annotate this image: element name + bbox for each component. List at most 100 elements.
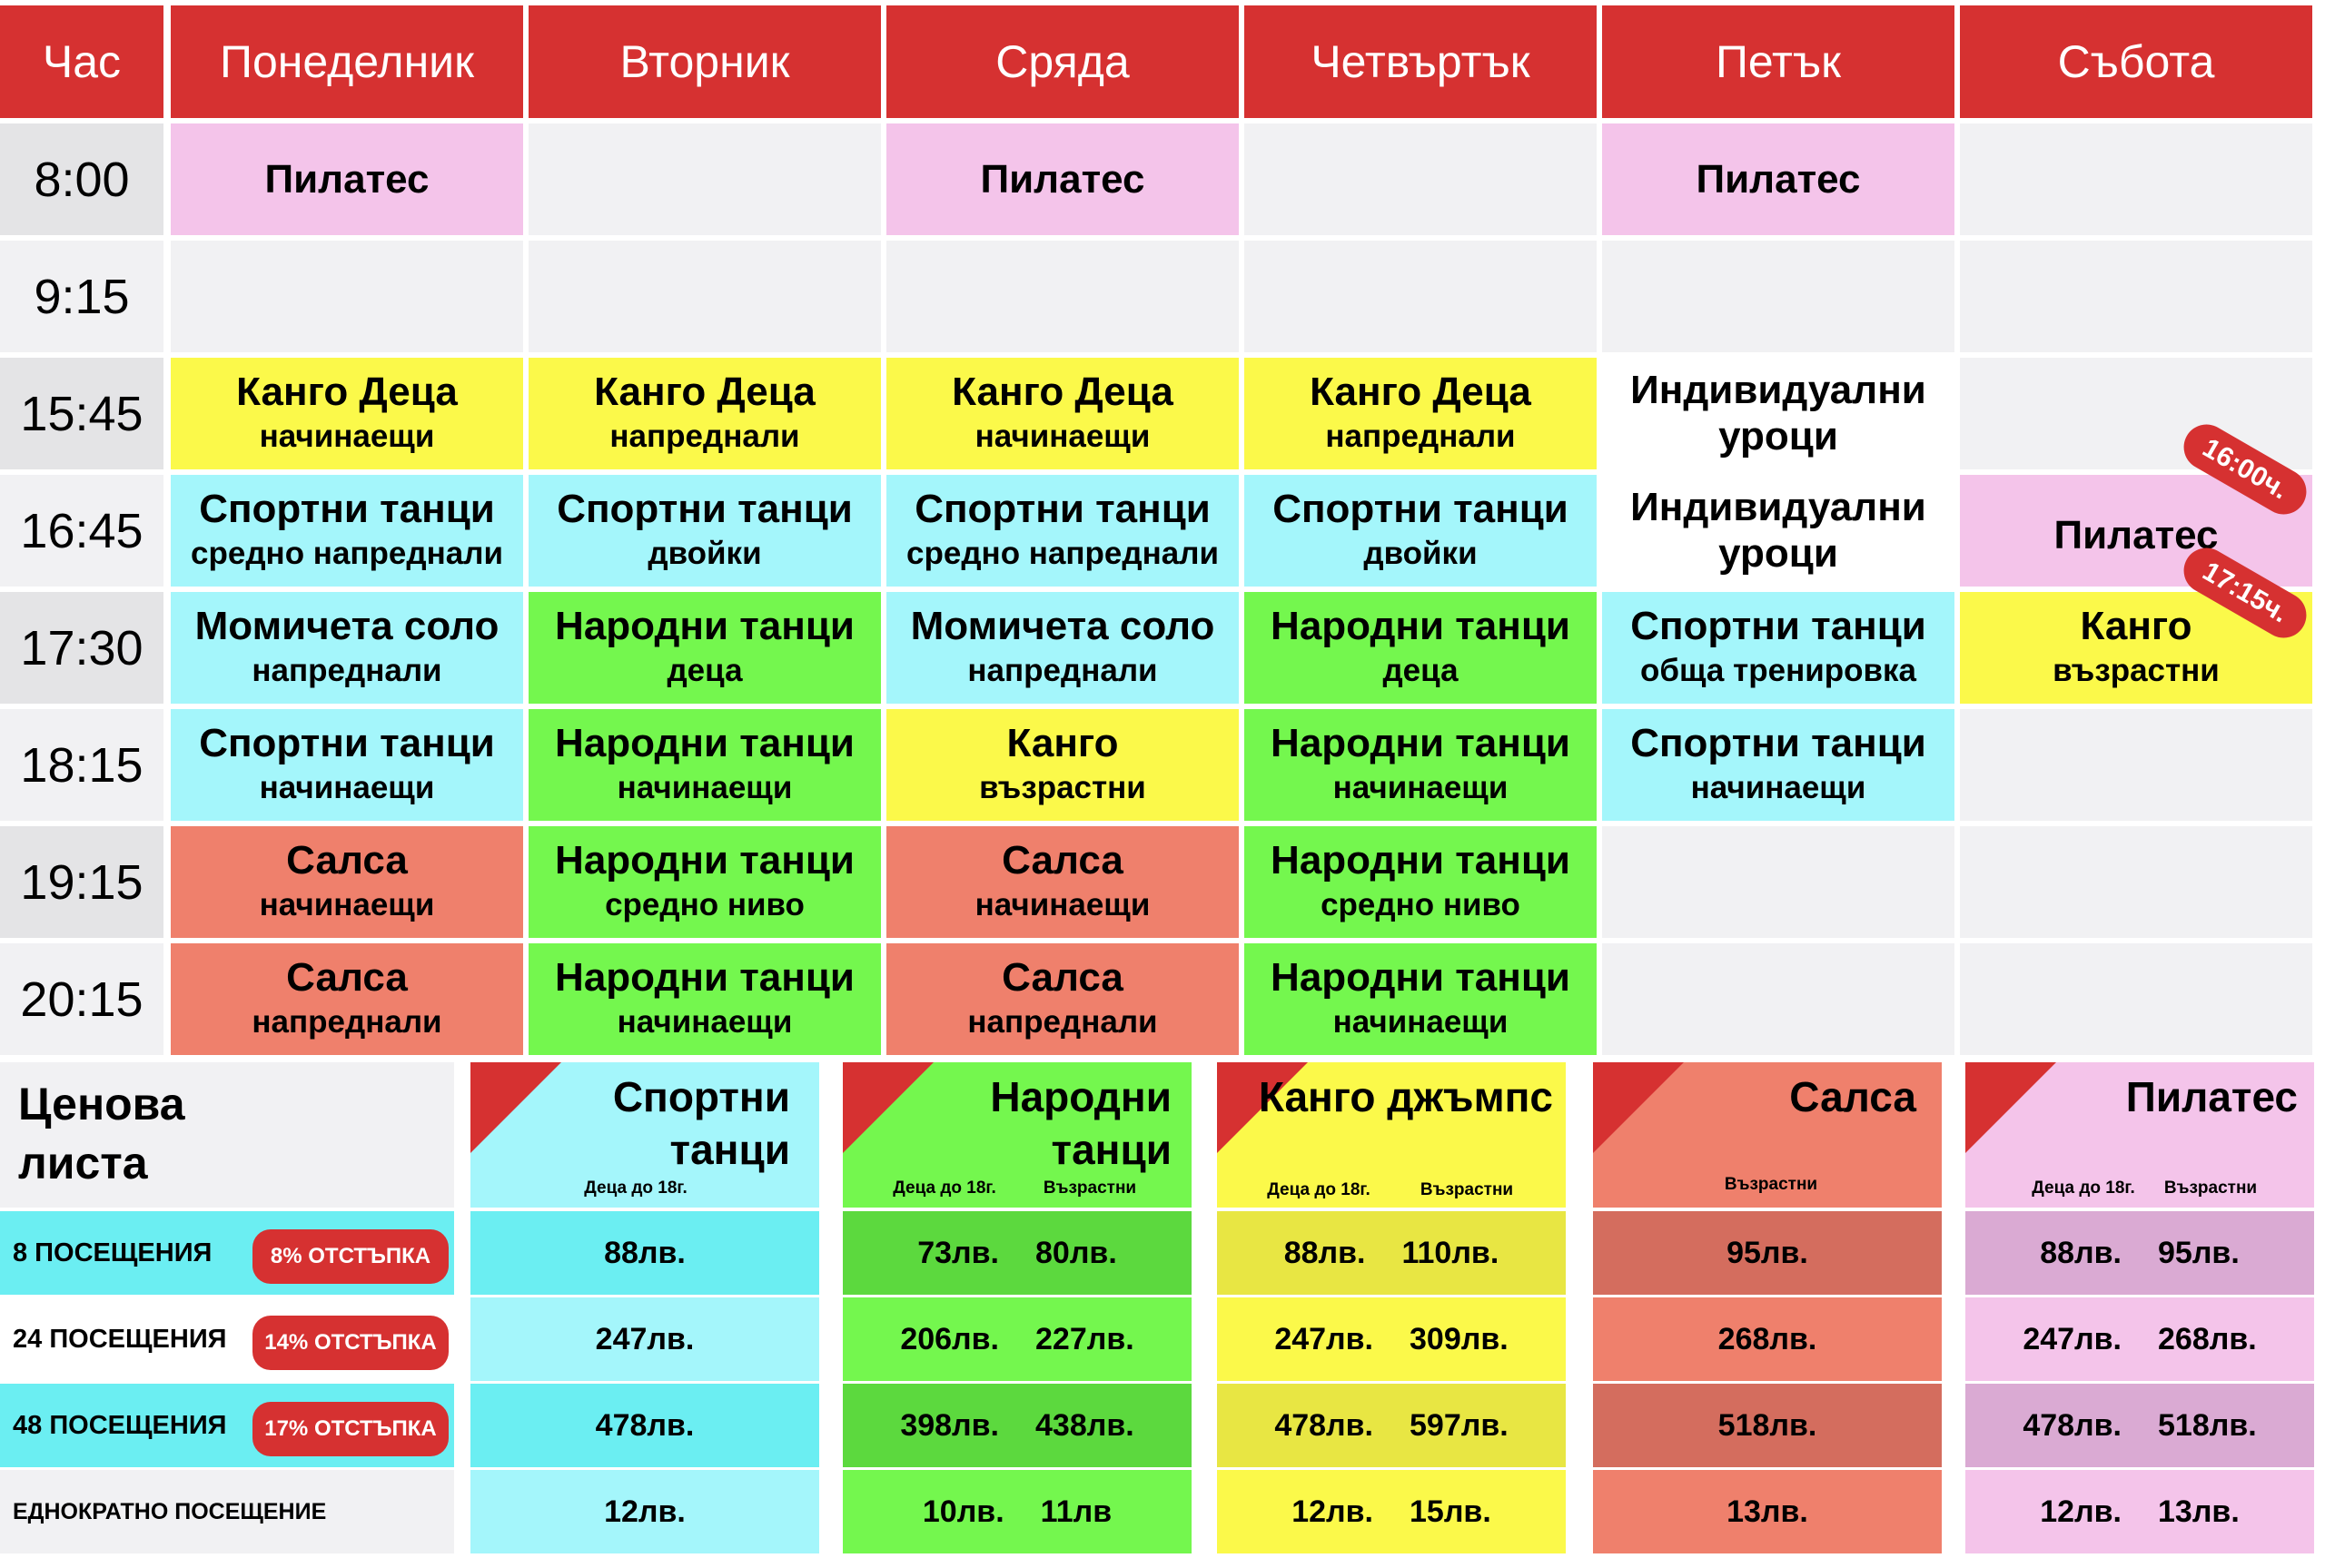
header-friday: Петък bbox=[1602, 5, 1954, 118]
class-title: Момичета соло bbox=[194, 604, 500, 649]
class-title: Канго Деца bbox=[594, 370, 816, 415]
empty-cell bbox=[1960, 943, 2312, 1055]
class-title: Народни танци bbox=[1271, 838, 1570, 883]
class-cell: Канго Деца начинаещи bbox=[886, 358, 1239, 469]
class-cell: Спортни танци начинаещи bbox=[1602, 709, 1954, 821]
class-title: Пилатес bbox=[980, 156, 1145, 202]
class-level: начинаещи bbox=[1332, 770, 1509, 806]
class-title: Канго bbox=[1006, 721, 1119, 766]
price-cell: 247лв. bbox=[470, 1297, 819, 1381]
empty-cell bbox=[1602, 943, 1954, 1055]
class-level: деца bbox=[1382, 653, 1459, 689]
class-cell: Народни танци начинаещи bbox=[1244, 943, 1597, 1055]
empty-cell bbox=[1960, 241, 2312, 352]
class-title: Салса bbox=[286, 838, 408, 883]
price-list-title: Ценова листа bbox=[18, 1079, 185, 1188]
class-cell: Момичета соло напреднали bbox=[886, 592, 1239, 704]
kids-label: Деца до 18г. bbox=[893, 1178, 996, 1198]
price-cell: 268лв. bbox=[1593, 1297, 1942, 1381]
class-level: средно ниво bbox=[1321, 887, 1520, 923]
time-slot: 15:45 bbox=[0, 358, 163, 469]
class-cell: Спортни танци двойки bbox=[529, 475, 881, 587]
class-cell: Спортни танци средно напреднали bbox=[886, 475, 1239, 587]
time-slot: 19:15 bbox=[0, 826, 163, 938]
class-level: напреднали bbox=[252, 1004, 442, 1040]
class-level: възрастни bbox=[979, 770, 1146, 806]
class-title: Народни танци bbox=[1271, 604, 1570, 649]
empty-cell bbox=[1602, 241, 1954, 352]
price-cell: 247лв. 268лв. bbox=[1965, 1297, 2314, 1381]
class-title: Момичета соло bbox=[910, 604, 1215, 649]
price-cell: 478лв. 518лв. bbox=[1965, 1384, 2314, 1467]
class-title: Канго Деца bbox=[952, 370, 1173, 415]
class-level: двойки bbox=[648, 536, 762, 572]
empty-cell bbox=[1244, 123, 1597, 235]
class-title: Народни танци bbox=[555, 604, 855, 649]
empty-cell bbox=[1244, 241, 1597, 352]
class-level: начинаещи bbox=[975, 419, 1151, 455]
price-row-label: ЕДНОКРАТНО ПОСЕЩЕНИЕ bbox=[0, 1470, 454, 1553]
class-title: Пилатес bbox=[2053, 512, 2219, 557]
price-cell: 88лв. bbox=[470, 1211, 819, 1295]
class-level: възрастни bbox=[2053, 653, 2220, 689]
class-cell: Спортни танци обща тренировка bbox=[1602, 592, 1954, 704]
class-title: Пилатес bbox=[264, 156, 430, 202]
empty-cell bbox=[886, 241, 1239, 352]
class-cell: Салса напреднали bbox=[171, 943, 523, 1055]
header-tuesday: Вторник bbox=[529, 5, 881, 118]
class-title: Салса bbox=[286, 955, 408, 1001]
price-cell: 95лв. bbox=[1593, 1211, 1942, 1295]
class-level: напреднали bbox=[609, 419, 800, 455]
class-title: Канго Деца bbox=[236, 370, 458, 415]
time-slot: 17:30 bbox=[0, 592, 163, 704]
price-col-title: Салса bbox=[1789, 1073, 1916, 1120]
kids-label: Деца до 18г. bbox=[2032, 1178, 2135, 1198]
class-title: Спортни танци bbox=[199, 487, 495, 532]
class-cell: Народни танци начинаещи bbox=[529, 943, 881, 1055]
class-cell: Спортни танци средно напреднали bbox=[171, 475, 523, 587]
class-level: обща тренировка bbox=[1639, 653, 1917, 689]
class-cell: Народни танци начинаещи bbox=[529, 709, 881, 821]
adults-label: Възрастни bbox=[1420, 1180, 1514, 1199]
class-cell: Народни танци средно ниво bbox=[1244, 826, 1597, 938]
empty-cell bbox=[529, 241, 881, 352]
empty-cell bbox=[1960, 826, 2312, 938]
time-slot: 18:15 bbox=[0, 709, 163, 821]
time-slot: 9:15 bbox=[0, 241, 163, 352]
class-title: Спортни танци bbox=[915, 487, 1211, 532]
visits-label: 48 ПОСЕЩЕНИЯ bbox=[13, 1410, 227, 1440]
class-title: Индивидуални уроци bbox=[1630, 367, 1926, 459]
class-level: начинаещи bbox=[975, 887, 1151, 923]
corner-triangle bbox=[1217, 1062, 1308, 1153]
corner-triangle bbox=[1965, 1062, 2056, 1153]
class-cell: Канго Деца напреднали bbox=[1244, 358, 1597, 469]
class-level: деца bbox=[667, 653, 743, 689]
price-cell: 88лв. 110лв. bbox=[1217, 1211, 1566, 1295]
class-level: начинаещи bbox=[1332, 1004, 1509, 1040]
header-thursday: Четвъртък bbox=[1244, 5, 1597, 118]
class-level: напреднали bbox=[967, 653, 1158, 689]
discount-badge: 14% ОТСТЪПКА bbox=[252, 1316, 449, 1370]
class-level: начинаещи bbox=[259, 770, 435, 806]
class-title: Спортни танци bbox=[1272, 487, 1568, 532]
class-cell: Салса начинаещи bbox=[886, 826, 1239, 938]
class-title: Салса bbox=[1002, 838, 1123, 883]
class-cell: Народни танци начинаещи bbox=[1244, 709, 1597, 821]
time-slot: 16:45 bbox=[0, 475, 163, 587]
class-title: Народни танци bbox=[555, 721, 855, 766]
price-list-title-box: Ценова листа bbox=[0, 1062, 454, 1208]
class-cell: Пилатес bbox=[1602, 123, 1954, 235]
corner-triangle bbox=[843, 1062, 934, 1153]
class-cell: Народни танци деца bbox=[1244, 592, 1597, 704]
corner-triangle bbox=[1593, 1062, 1684, 1153]
class-cell: Индивидуални уроци bbox=[1602, 358, 1954, 469]
class-cell: Народни танци деца bbox=[529, 592, 881, 704]
class-title: Народни танци bbox=[555, 955, 855, 1001]
discount-badge: 8% ОТСТЪПКА bbox=[252, 1229, 449, 1284]
class-cell: Спортни танци начинаещи bbox=[171, 709, 523, 821]
class-cell: Пилатес bbox=[171, 123, 523, 235]
header-saturday: Събота bbox=[1960, 5, 2312, 118]
class-level: начинаещи bbox=[259, 887, 435, 923]
empty-cell bbox=[1960, 123, 2312, 235]
empty-cell bbox=[171, 241, 523, 352]
